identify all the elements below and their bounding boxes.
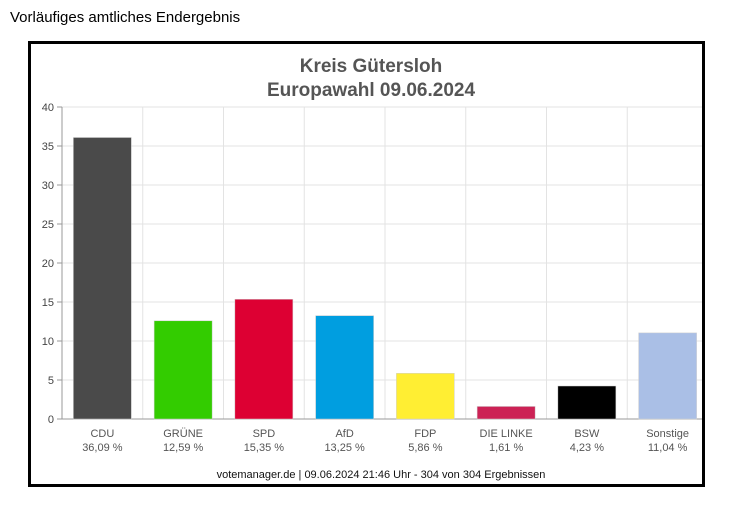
value-label: 5,86 % — [408, 442, 442, 454]
bar-fdp — [396, 373, 455, 420]
value-label: 1,61 % — [489, 442, 523, 454]
bar-sonstige — [638, 332, 697, 420]
bar-afd — [315, 315, 374, 420]
y-tick-label: 30 — [42, 180, 54, 192]
chart-footer: votemanager.de | 09.06.2024 21:46 Uhr - … — [217, 469, 546, 481]
bar-cdu — [73, 137, 132, 420]
y-tick-label: 15 — [42, 297, 54, 309]
chart-frame: Kreis Gütersloh Europawahl 09.06.2024 0 5… — [28, 41, 705, 487]
y-tick-label: 0 — [48, 414, 54, 426]
bar-chart: Kreis Gütersloh Europawahl 09.06.2024 0 5… — [42, 56, 702, 481]
bar-die-linke — [476, 406, 536, 420]
y-tick-label: 10 — [42, 336, 54, 348]
value-label: 36,09 % — [82, 442, 123, 454]
page-heading: Vorläufiges amtliches Endergebnis — [10, 9, 241, 26]
category-label: FDP — [414, 428, 436, 440]
y-tick-label: 5 — [48, 375, 54, 387]
value-label: 13,25 % — [324, 442, 365, 454]
y-tick-label: 20 — [42, 258, 54, 270]
y-tick-label: 25 — [42, 219, 54, 231]
chart-subtitle: Europawahl 09.06.2024 — [267, 80, 475, 101]
bar-bsw — [557, 385, 617, 420]
category-label: CDU — [90, 428, 114, 440]
y-tick-label: 40 — [42, 102, 54, 114]
bar-spd — [234, 299, 294, 420]
category-label: BSW — [574, 428, 600, 440]
category-label: AfD — [335, 428, 353, 440]
chart-title: Kreis Gütersloh — [300, 56, 443, 77]
bar-grüne — [153, 320, 213, 420]
category-label: SPD — [253, 428, 276, 440]
y-tick-label: 35 — [42, 141, 54, 153]
category-label: Sonstige — [646, 428, 689, 440]
value-label: 12,59 % — [163, 442, 204, 454]
value-label: 11,04 % — [648, 442, 688, 454]
category-label: DIE LINKE — [480, 428, 533, 440]
value-label: 15,35 % — [244, 442, 285, 454]
category-label: GRÜNE — [163, 428, 203, 440]
value-label: 4,23 % — [570, 442, 604, 454]
